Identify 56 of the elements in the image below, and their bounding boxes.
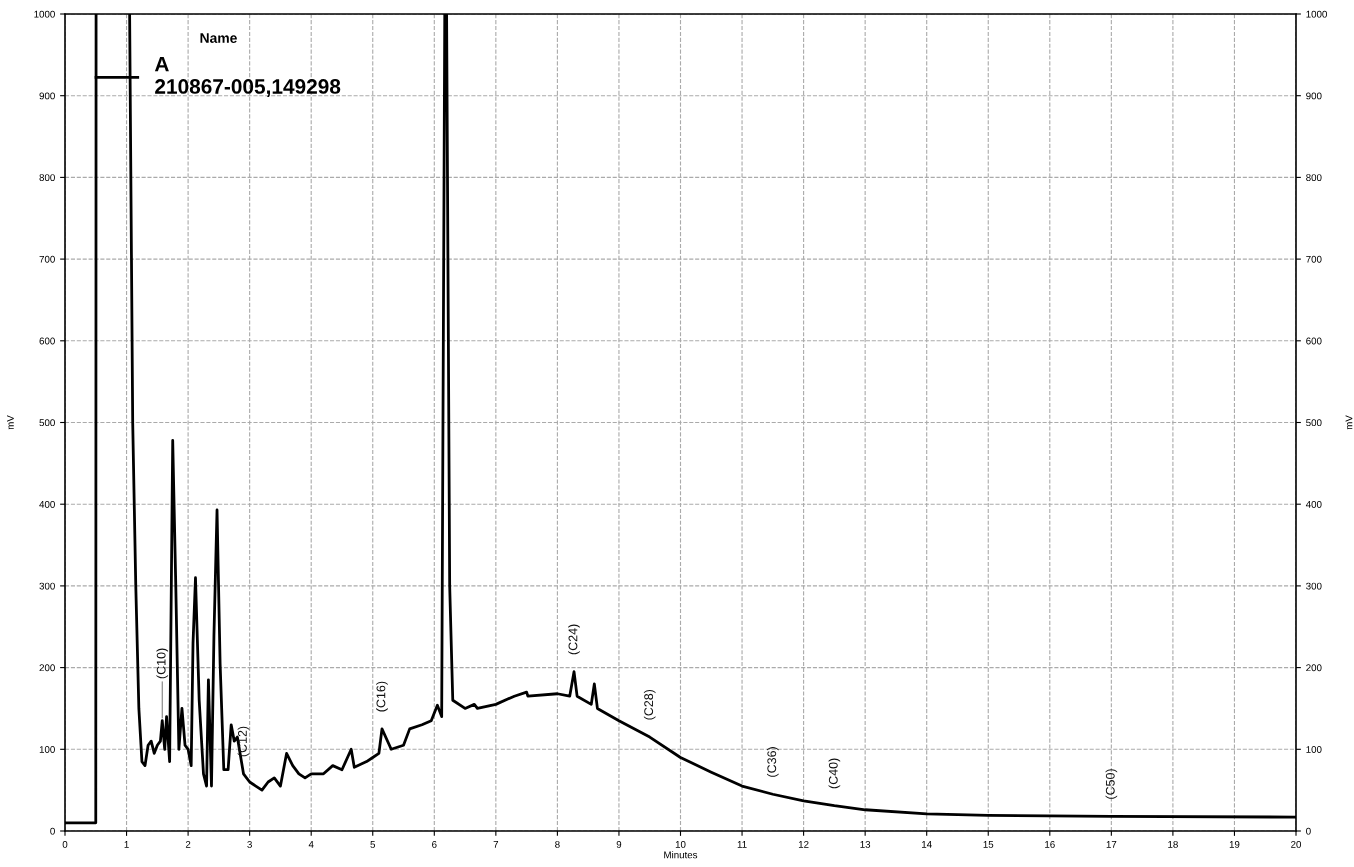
- annotation: (C16): [376, 681, 388, 712]
- y-axis-title: mV: [7, 415, 14, 430]
- y2-tick-label: 700: [1306, 255, 1322, 263]
- x-tick-label: 2: [185, 840, 191, 848]
- annotation: (C50): [1105, 769, 1118, 799]
- annotation: (C28): [643, 689, 656, 720]
- x-tick-label: 14: [922, 841, 932, 848]
- y2-tick-label: 500: [1306, 419, 1322, 427]
- legend-title: Name: [200, 33, 237, 43]
- annotation: (C24): [568, 624, 580, 655]
- x-tick-label: 9: [616, 840, 622, 848]
- y2-tick-label: 800: [1306, 174, 1322, 182]
- x-axis-title: Minutes: [664, 851, 698, 859]
- legend-label: A 210867-005,149298: [154, 56, 341, 97]
- y-tick-label: 300: [39, 582, 55, 590]
- annotation: (C12): [237, 726, 250, 757]
- y-tick-label: 600: [39, 337, 55, 345]
- x-tick-label: 4: [308, 841, 314, 848]
- y2-axis-title: mV: [1345, 415, 1353, 430]
- y2-tick-label: 600: [1306, 337, 1322, 345]
- x-tick-label: 18: [1168, 840, 1178, 848]
- y-tick-label: 800: [39, 174, 55, 182]
- y-tick-label: 500: [39, 419, 55, 427]
- y2-tick-label: 400: [1305, 500, 1322, 508]
- x-tick-label: 6: [432, 840, 437, 848]
- x-tick-label: 7: [493, 841, 499, 848]
- y2-tick-label: 100: [1306, 746, 1322, 753]
- y2-tick-label: 300: [1306, 582, 1322, 590]
- x-tick-label: 11: [737, 841, 747, 848]
- y2-tick-label: 0: [1306, 827, 1311, 835]
- x-tick-label: 10: [675, 840, 686, 848]
- x-tick-label: 3: [247, 840, 252, 848]
- x-tick-label: 8: [555, 840, 560, 848]
- y-tick-label: 1000: [34, 10, 55, 18]
- x-tick-label: 12: [798, 840, 809, 848]
- x-tick-label: 15: [983, 841, 994, 848]
- y-tick-label: 900: [39, 92, 55, 100]
- y-tick-label: 400: [39, 500, 55, 508]
- x-tick-label: 1: [124, 841, 129, 848]
- y-tick-label: 700: [39, 255, 55, 263]
- annotation: (C10): [156, 648, 169, 679]
- y2-tick-label: 900: [1306, 92, 1322, 100]
- y-tick-label: 200: [39, 664, 55, 672]
- y2-tick-label: 200: [1306, 664, 1322, 672]
- x-tick-label: 13: [860, 840, 871, 848]
- x-tick-label: 5: [370, 841, 376, 848]
- y2-tick-label: 1000: [1306, 10, 1327, 18]
- annotation: (C40): [828, 758, 841, 789]
- x-tick-label: 0: [62, 840, 68, 848]
- y-tick-label: 0: [50, 827, 55, 835]
- x-tick-label: 19: [1229, 840, 1240, 848]
- x-tick-label: 16: [1045, 840, 1055, 848]
- y-tick-label: 100: [39, 746, 55, 753]
- x-tick-label: 17: [1106, 841, 1117, 848]
- x-tick-label: 20: [1291, 840, 1302, 848]
- annotation: (C36): [767, 747, 779, 777]
